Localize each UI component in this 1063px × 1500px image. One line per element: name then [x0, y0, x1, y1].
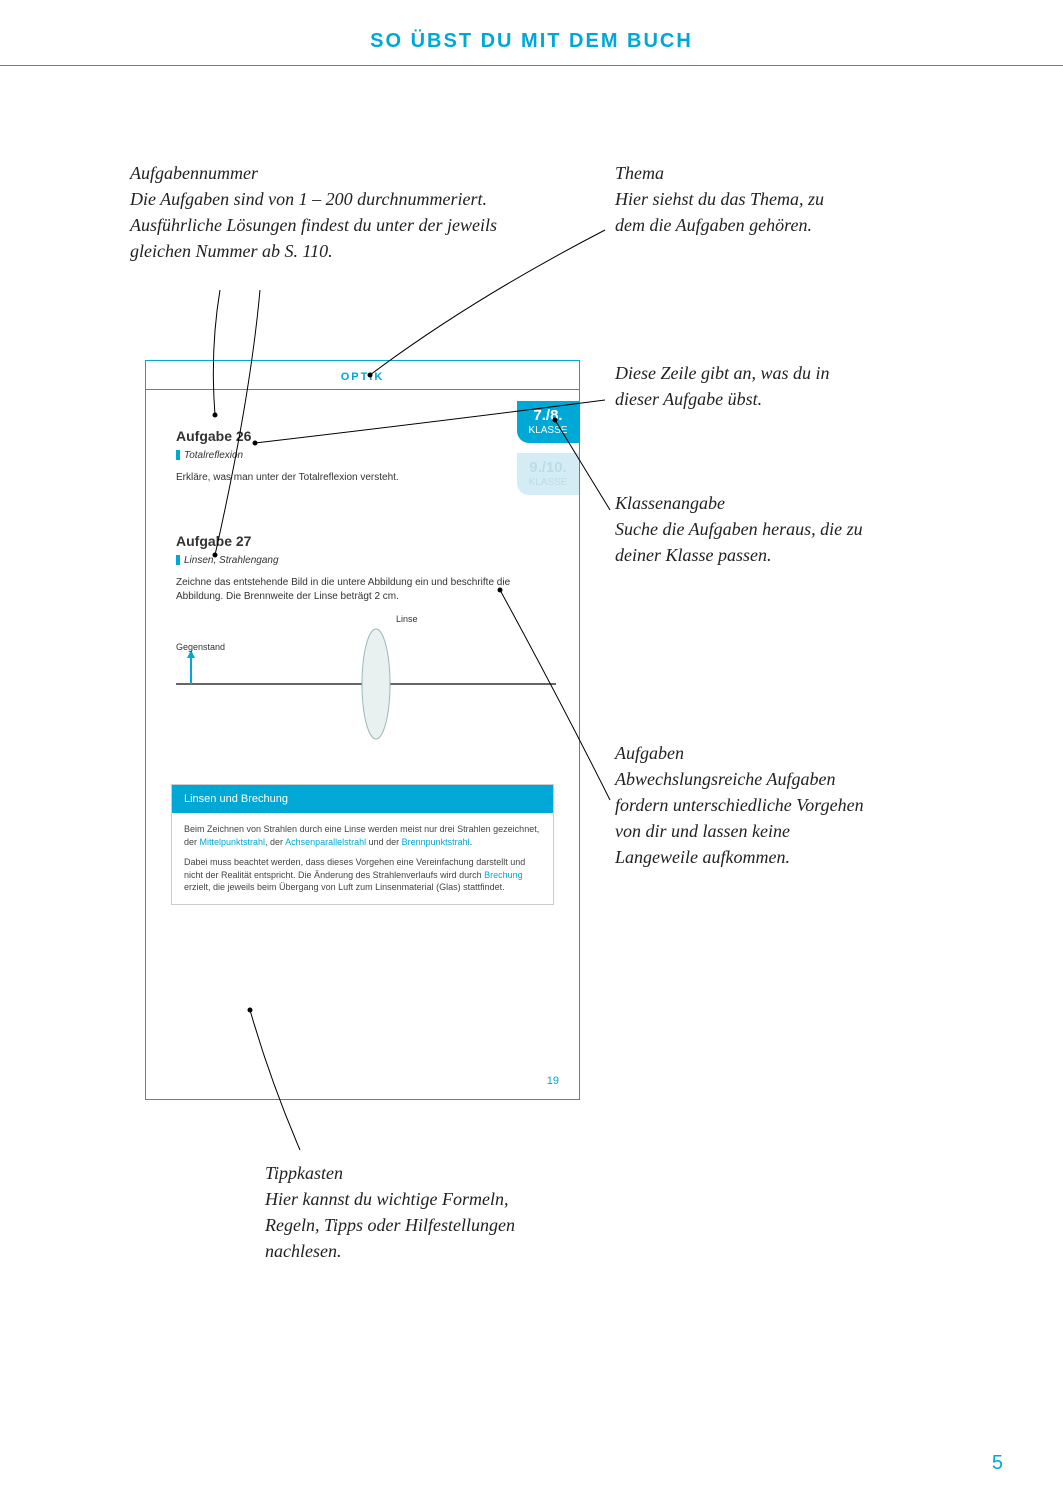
sample-page: OPTIK 7./8. KLASSE 9./10. KLASSE Aufgabe… [145, 360, 580, 1100]
annotation-body: Hier kannst du wichtige Formeln, Regeln,… [265, 1189, 515, 1261]
sample-header: OPTIK [146, 361, 579, 390]
aufgabe-title: Aufgabe 26 [176, 428, 549, 444]
label-linse: Linse [396, 614, 418, 624]
klasse-grade: 9./10. [517, 459, 579, 477]
annotation-heading: Tippkasten [265, 1163, 343, 1183]
aufgabe-26: Aufgabe 26 Totalreflexion Erkläre, was m… [146, 410, 579, 485]
annotation-aufgaben: Aufgaben Abwechslungsreiche Aufgaben for… [615, 740, 875, 870]
klasse-tab-active: 7./8. KLASSE [517, 401, 579, 443]
tip-text: und der [366, 837, 402, 847]
klasse-tab-inactive: 9./10. KLASSE [517, 453, 579, 495]
aufgabe-subtopic: Totalreflexion [176, 450, 549, 461]
annotation-body: Abwechslungsreiche Aufgaben fordern unte… [615, 769, 864, 867]
aufgabe-title: Aufgabe 27 [176, 533, 549, 549]
annotation-aufgabennummer: Aufgabennummer Die Aufgaben sind von 1 –… [130, 160, 550, 264]
annotation-heading: Klassenangabe [615, 493, 725, 513]
annotation-tippkasten: Tippkasten Hier kannst du wichtige Forme… [265, 1160, 565, 1264]
tip-text: . [470, 837, 473, 847]
tip-text: , der [265, 837, 285, 847]
aufgabe-text: Erkläre, was man unter der Totalreflexio… [176, 471, 549, 485]
klasse-label: KLASSE [529, 477, 568, 488]
annotation-body: Die Aufgaben sind von 1 – 200 durchnumme… [130, 189, 497, 261]
label-gegenstand: Gegenstand [176, 642, 225, 652]
aufgabe-text: Zeichne das entstehende Bild in die unte… [176, 576, 549, 604]
annotation-klassenangabe: Klassenangabe Suche die Aufgaben heraus,… [615, 490, 875, 568]
annotation-body: Diese Zeile gibt an, was du in dieser Au… [615, 363, 830, 409]
klasse-label: KLASSE [529, 425, 568, 436]
annotation-body: Suche die Aufgaben heraus, die zu deiner… [615, 519, 863, 565]
tip-highlight: Achsenparallelstrahl [285, 837, 366, 847]
annotation-thema: Thema Hier siehst du das Thema, zu dem d… [615, 160, 845, 238]
aufgabe-27: Aufgabe 27 Linsen, Strahlengang Zeichne … [146, 515, 579, 764]
tip-body: Beim Zeichnen von Strahlen durch eine Li… [172, 813, 553, 904]
tip-text: Dabei muss beachtet werden, dass dieses … [184, 857, 525, 880]
lens-svg [176, 614, 556, 764]
page-number: 5 [992, 1452, 1003, 1475]
title-rule [0, 65, 1063, 66]
annotation-body: Hier siehst du das Thema, zu dem die Auf… [615, 189, 824, 235]
annotation-heading: Aufgaben [615, 743, 684, 763]
tip-box: Linsen und Brechung Beim Zeichnen von St… [171, 784, 554, 905]
tip-highlight: Brechung [484, 870, 523, 880]
klasse-grade: 7./8. [517, 407, 579, 425]
sample-page-number: 19 [547, 1075, 559, 1087]
annotation-heading: Thema [615, 163, 664, 183]
aufgabe-subtopic: Linsen, Strahlengang [176, 555, 549, 566]
tip-text: erzielt, die jeweils beim Übergang von L… [184, 882, 505, 892]
annotation-zeile: Diese Zeile gibt an, was du in dieser Au… [615, 360, 845, 412]
page-title: SO ÜBST DU MIT DEM BUCH [0, 0, 1063, 53]
lens-diagram: Linse Gegenstand [176, 614, 549, 764]
annotation-heading: Aufgabennummer [130, 163, 258, 183]
tip-highlight: Brennpunktstrahl [402, 837, 470, 847]
tip-header: Linsen und Brechung [172, 785, 553, 813]
tip-highlight: Mittelpunktstrahl [200, 837, 266, 847]
